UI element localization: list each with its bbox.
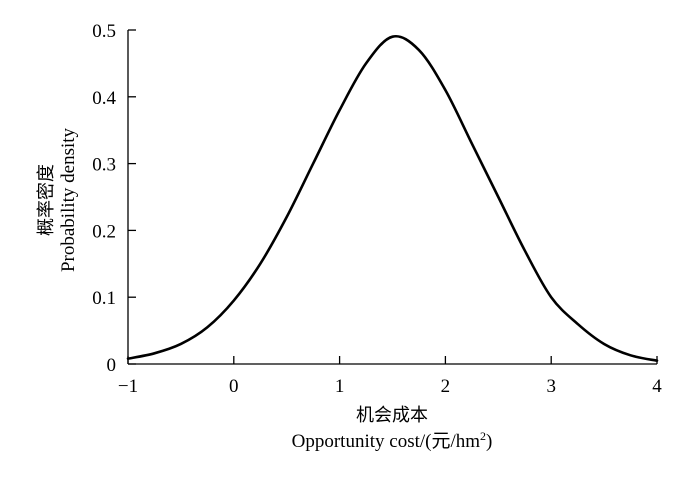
y-tick-label: 0.5: [92, 21, 116, 42]
x-tick-label: −1: [118, 376, 138, 397]
tick-labels: −1 0 1 2 3 400.10.20.30.40.5: [92, 21, 662, 397]
y-tick-label: 0.2: [92, 221, 116, 242]
x-tick-label: 3: [546, 376, 556, 397]
x-tick-label: 0: [229, 376, 239, 397]
x-axis-label-en: Opportunity cost/(元/hm2): [292, 429, 493, 452]
x-axis-label-end: ): [486, 431, 492, 452]
y-axis-label-zh: 概率密度: [36, 164, 57, 236]
ticks: [127, 29, 658, 365]
y-tick-label: 0.4: [92, 88, 116, 109]
x-tick-label: 4: [652, 376, 662, 397]
x-tick-label: 2: [441, 376, 451, 397]
x-axis-label-zh: 机会成本: [356, 405, 428, 426]
axes: [127, 30, 657, 365]
y-tick-label: 0.1: [92, 288, 116, 309]
x-axis-label-en-main: Opportunity cost/(元/hm: [292, 431, 481, 452]
y-tick-label: 0: [107, 355, 117, 376]
x-tick-label: 1: [335, 376, 345, 397]
y-axis-label-en: Probability density: [58, 127, 79, 272]
density-curve: [126, 34, 659, 362]
x-axis-label-sup: 2: [480, 429, 486, 443]
y-tick-label: 0.3: [92, 155, 116, 176]
